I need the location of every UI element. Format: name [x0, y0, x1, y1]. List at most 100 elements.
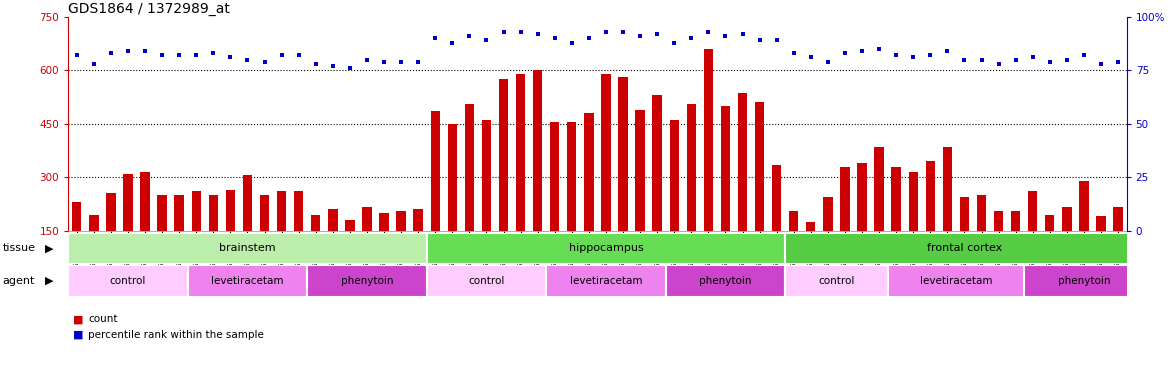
- Bar: [943, 147, 953, 231]
- Point: [989, 61, 1008, 67]
- Point: [494, 29, 513, 35]
- Bar: [346, 220, 355, 231]
- Point: [835, 50, 854, 56]
- Point: [870, 46, 889, 52]
- Point: [580, 35, 599, 41]
- Point: [853, 48, 871, 54]
- Point: [238, 57, 256, 63]
- Text: ▶: ▶: [45, 243, 53, 254]
- Point: [1057, 57, 1076, 63]
- Text: phenytoin: phenytoin: [1057, 276, 1110, 286]
- Point: [664, 39, 683, 45]
- Point: [716, 33, 735, 39]
- Bar: [875, 147, 884, 231]
- Point: [187, 53, 206, 58]
- Bar: [550, 122, 560, 231]
- Point: [135, 48, 154, 54]
- Bar: [567, 122, 576, 231]
- Bar: [307, 265, 427, 297]
- Point: [750, 38, 769, 44]
- Point: [784, 50, 803, 56]
- Bar: [242, 176, 252, 231]
- Point: [1091, 61, 1110, 67]
- Bar: [721, 106, 730, 231]
- Bar: [68, 265, 188, 297]
- Bar: [891, 166, 901, 231]
- Bar: [1024, 265, 1144, 297]
- Bar: [123, 174, 133, 231]
- Point: [648, 31, 667, 37]
- Point: [733, 31, 751, 37]
- Point: [818, 59, 837, 65]
- Point: [255, 59, 274, 65]
- Point: [887, 53, 906, 58]
- Bar: [909, 172, 918, 231]
- Bar: [310, 214, 320, 231]
- Point: [921, 53, 940, 58]
- Text: frontal cortex: frontal cortex: [927, 243, 1002, 254]
- Bar: [1062, 207, 1071, 231]
- Text: count: count: [88, 315, 118, 324]
- Bar: [188, 265, 307, 297]
- Point: [323, 63, 342, 69]
- Point: [546, 35, 564, 41]
- Bar: [414, 209, 423, 231]
- Bar: [666, 265, 786, 297]
- Point: [562, 39, 581, 45]
- Bar: [499, 79, 508, 231]
- Bar: [546, 265, 666, 297]
- Bar: [226, 190, 235, 231]
- Point: [153, 53, 172, 58]
- Bar: [396, 211, 406, 231]
- Point: [528, 31, 547, 37]
- Bar: [888, 265, 1024, 297]
- Bar: [208, 195, 218, 231]
- Bar: [260, 195, 269, 231]
- Bar: [174, 195, 183, 231]
- Bar: [926, 161, 935, 231]
- Bar: [960, 197, 969, 231]
- Point: [1075, 53, 1094, 58]
- Bar: [1028, 191, 1037, 231]
- Bar: [158, 195, 167, 231]
- Text: levetiracetam: levetiracetam: [569, 276, 642, 286]
- Bar: [755, 102, 764, 231]
- Point: [119, 48, 138, 54]
- Text: control: control: [109, 276, 146, 286]
- Bar: [840, 166, 849, 231]
- Bar: [140, 172, 149, 231]
- Bar: [68, 232, 427, 264]
- Bar: [857, 163, 867, 231]
- Bar: [823, 197, 833, 231]
- Bar: [482, 120, 492, 231]
- Point: [1007, 57, 1025, 63]
- Point: [392, 59, 410, 65]
- Bar: [516, 74, 526, 231]
- Bar: [1114, 207, 1123, 231]
- Text: ▶: ▶: [45, 276, 53, 286]
- Bar: [448, 124, 457, 231]
- Point: [596, 29, 615, 35]
- Point: [341, 65, 360, 71]
- Point: [801, 54, 820, 60]
- Point: [512, 29, 530, 35]
- Point: [767, 38, 786, 44]
- Bar: [786, 232, 1144, 264]
- Point: [289, 53, 308, 58]
- Point: [272, 53, 290, 58]
- Point: [938, 48, 957, 54]
- Point: [682, 35, 701, 41]
- Text: levetiracetam: levetiracetam: [212, 276, 283, 286]
- Bar: [1011, 211, 1021, 231]
- Bar: [294, 191, 303, 231]
- Text: phenytoin: phenytoin: [700, 276, 751, 286]
- Bar: [533, 70, 542, 231]
- Bar: [771, 165, 781, 231]
- Bar: [1080, 181, 1089, 231]
- Text: control: control: [468, 276, 505, 286]
- Bar: [994, 211, 1003, 231]
- Bar: [737, 93, 747, 231]
- Text: phenytoin: phenytoin: [341, 276, 393, 286]
- Bar: [106, 193, 115, 231]
- Bar: [362, 207, 372, 231]
